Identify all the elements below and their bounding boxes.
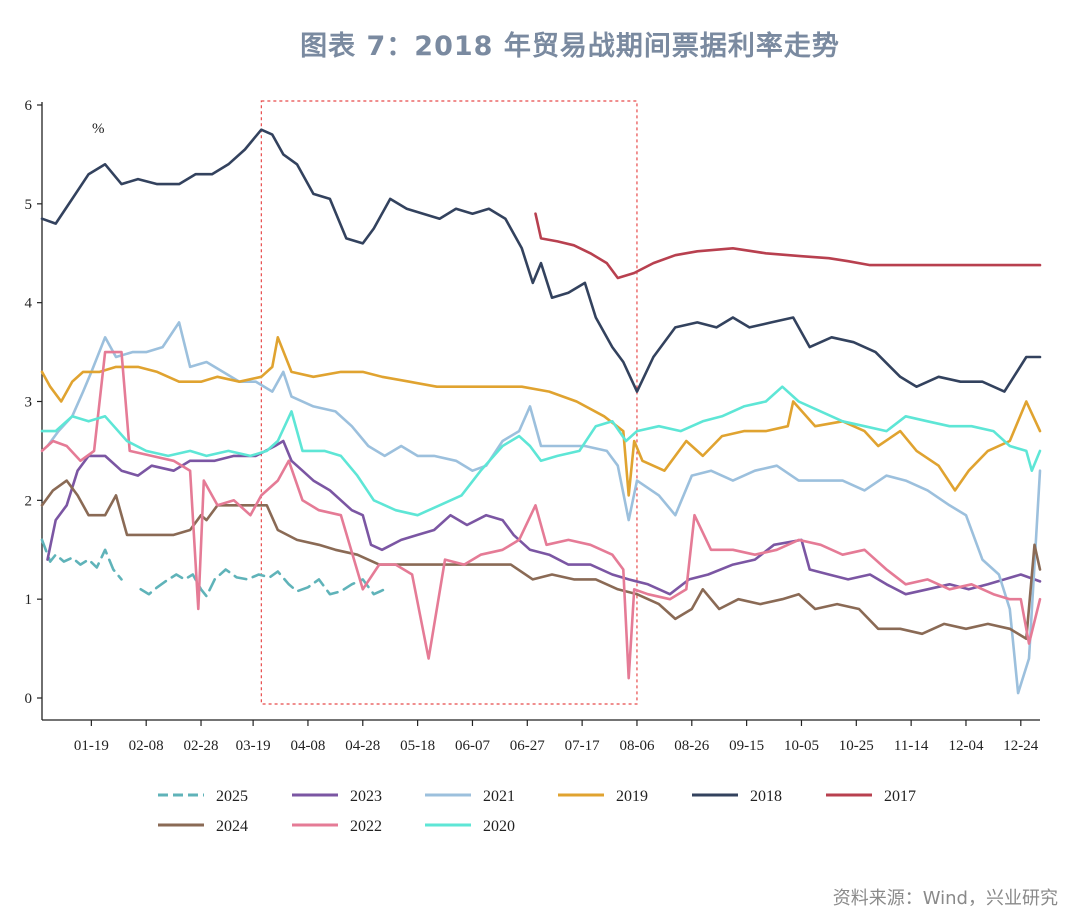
x-tick-label: 03-19 — [236, 738, 271, 754]
x-tick-label: 02-28 — [184, 738, 219, 754]
y-tick-label: 5 — [25, 197, 33, 213]
x-tick-label: 08-06 — [619, 738, 654, 754]
x-tick-label: 05-18 — [400, 738, 435, 754]
x-tick-label: 12-24 — [1003, 738, 1038, 754]
x-tick-label: 10-05 — [784, 738, 819, 754]
x-tick-label: 12-04 — [948, 738, 983, 754]
series-line-2024 — [40, 479, 1042, 640]
axes: 0 1 2 3 4 5 6 01-19 02-08 02-28 03-19 04-08 04-28 05-… — [25, 98, 1040, 754]
y-tick-label: 4 — [25, 296, 33, 312]
x-tick-label: 04-08 — [290, 738, 325, 754]
legend-label-2017: 2017 — [884, 788, 916, 805]
series-line-2023 — [46, 439, 1042, 596]
series-line-2021 — [46, 321, 1042, 695]
legend-label-2019: 2019 — [616, 788, 648, 805]
legend-label-2024: 2024 — [216, 818, 248, 835]
x-tick-label: 11-14 — [894, 738, 929, 754]
y-tick-label: 6 — [25, 98, 33, 114]
chart-title: 图表 7：2018 年贸易战期间票据利率走势 — [300, 31, 840, 62]
legend-label-2023: 2023 — [350, 788, 382, 805]
series-line-2020 — [40, 385, 1042, 517]
legend-label-2020: 2020 — [483, 818, 515, 835]
source-note: 资料来源：Wind，兴业研究 — [832, 888, 1058, 909]
x-tick-label: 06-07 — [455, 738, 490, 754]
series-line-2018 — [40, 128, 1042, 393]
series-lines — [40, 128, 1042, 695]
legend-label-2021: 2021 — [483, 788, 515, 805]
x-tick-label: 01-19 — [74, 738, 109, 754]
y-tick-label: 1 — [25, 592, 33, 608]
highlight-box — [260, 100, 638, 705]
y-tick-label: 0 — [25, 691, 33, 707]
y-tick-label: 2 — [25, 493, 33, 509]
legend-label-2025: 2025 — [216, 788, 248, 805]
legend-label-2018: 2018 — [750, 788, 782, 805]
y-unit-label: % — [92, 121, 105, 137]
legend-label-2022: 2022 — [350, 818, 382, 835]
series-line-2025 — [40, 538, 123, 581]
x-tick-label: 04-28 — [345, 738, 380, 754]
series-line-2022 — [40, 350, 1042, 680]
x-tick-label: 08-26 — [674, 738, 709, 754]
y-tick-label: 3 — [25, 395, 33, 411]
x-tick-label: 09-15 — [729, 738, 764, 754]
x-tick-label: 07-17 — [565, 738, 600, 754]
legend: 2025 2023 2021 2019 2018 2017 2024 2022 2020 — [158, 788, 916, 835]
series-line-2017 — [534, 212, 1042, 280]
series-line-2019 — [40, 336, 1042, 497]
series-line-2025 — [139, 568, 386, 598]
x-tick-label: 10-25 — [839, 738, 874, 754]
highlight-box-layer — [260, 100, 638, 705]
x-tick-label: 06-27 — [510, 738, 545, 754]
x-tick-label: 02-08 — [129, 738, 164, 754]
